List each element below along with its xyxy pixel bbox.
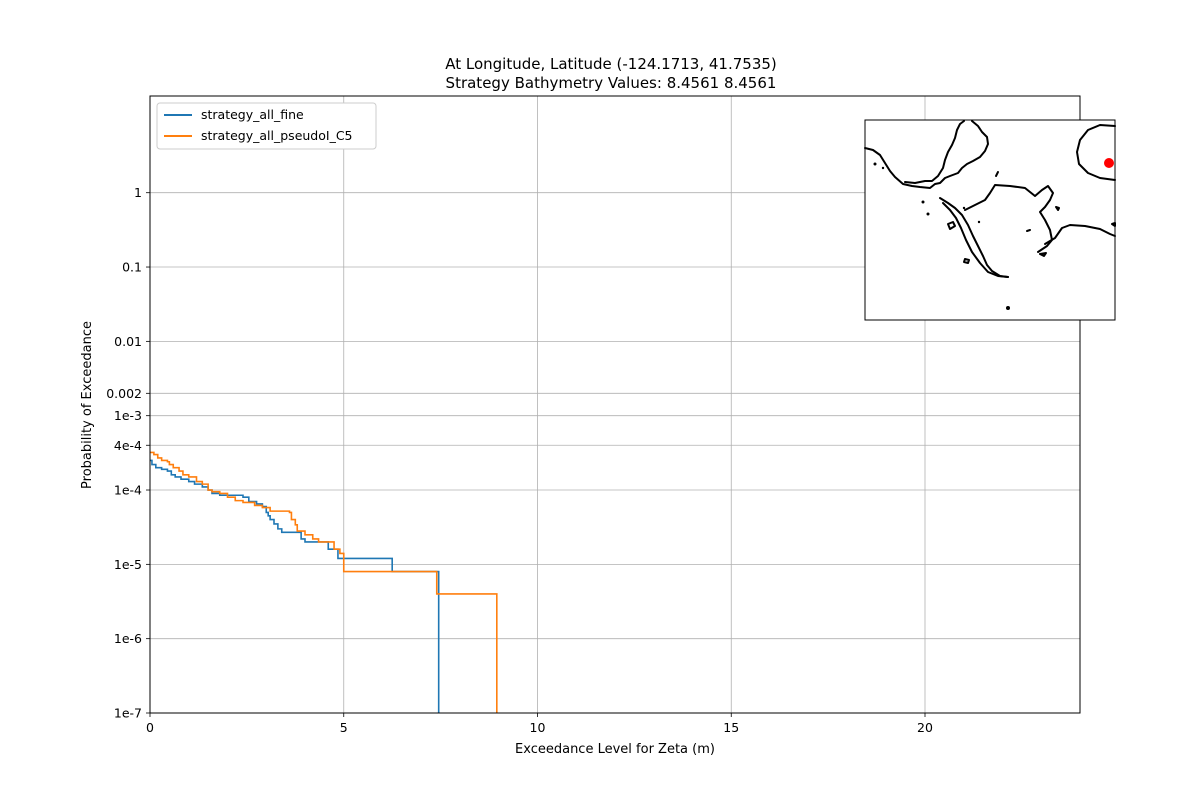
coastline-main [864, 120, 989, 189]
x-axis-ticks: 0 5 10 15 20 [146, 713, 933, 735]
series-line-strategy-all-fine [150, 459, 440, 713]
x-tick-label: 20 [917, 720, 933, 735]
chart-title-line2: Strategy Bathymetry Values: 8.4561 8.456… [446, 74, 777, 92]
coastline-islet-5 [1055, 206, 1060, 211]
series-lines [150, 451, 498, 713]
y-tick-label: 1e-5 [114, 557, 142, 572]
inset-dot-7 [1006, 306, 1010, 310]
y-tick-label: 1e-3 [114, 408, 142, 423]
inset-dot-2 [881, 166, 885, 170]
plot-frame [149, 95, 1081, 714]
coastline-islet-7 [995, 171, 999, 177]
y-axis-ticks: 1 0.1 0.01 0.002 1e-3 4e-4 1e-4 1e-5 1e-6 1e-7 [106, 185, 150, 721]
coastline-south-shore [939, 197, 1009, 278]
x-tick-label: 10 [530, 720, 546, 735]
chart-title-line1: At Longitude, Latitude (-124.1713, 41.75… [445, 55, 777, 73]
y-tick-label: 0.1 [122, 260, 142, 275]
coastline-north-lake [1076, 124, 1116, 181]
coastline-east [964, 184, 1054, 253]
x-tick-label: 5 [340, 720, 348, 735]
coastline-islet-2 [963, 258, 970, 264]
y-tick-label: 1e-4 [114, 483, 142, 498]
inset-map-frame [864, 119, 1116, 321]
x-tick-label: 0 [146, 720, 154, 735]
y-tick-label: 0.01 [114, 334, 142, 349]
coastline-islet-6 [1111, 222, 1116, 227]
inset-dot-6 [977, 220, 981, 224]
legend: strategy_all_fine strategy_all_pseudoI_C… [156, 102, 377, 150]
inset-dots [873, 162, 1010, 310]
coastline-islet-3 [1026, 229, 1031, 232]
legend-label-strategy-all-fine: strategy_all_fine [201, 107, 304, 122]
coastline-islet-1 [947, 221, 956, 230]
y-tick-label: 0.002 [106, 386, 142, 401]
series-line-strategy-all-pseudoI-C5 [150, 451, 498, 713]
x-axis-label: Exceedance Level for Zeta (m) [515, 742, 715, 757]
legend-label-strategy-all-pseudoI-C5: strategy_all_pseudoI_C5 [201, 128, 353, 143]
coastline-channel-1 [904, 120, 965, 184]
y-axis-label: Probability of Exceedance [80, 321, 95, 489]
y-tick-label: 1e-6 [114, 631, 142, 646]
y-tick-label: 1 [134, 185, 142, 200]
inset-dot-5 [962, 206, 966, 210]
legend-box [156, 102, 377, 150]
grid-lines [149, 96, 1080, 714]
y-tick-label: 1e-7 [114, 706, 142, 721]
location-marker [1104, 158, 1114, 168]
inset-dot-1 [873, 162, 877, 166]
coastline-inlet [1044, 224, 1116, 245]
y-tick-label: 4e-4 [114, 438, 142, 453]
coastline-islet-4 [1039, 252, 1047, 257]
inset-dot-3 [921, 200, 925, 204]
inset-map [864, 119, 1116, 321]
x-tick-label: 15 [723, 720, 739, 735]
coastline-shapes [864, 120, 1116, 278]
inset-dot-4 [926, 212, 930, 216]
coastline-spit [942, 202, 1009, 278]
